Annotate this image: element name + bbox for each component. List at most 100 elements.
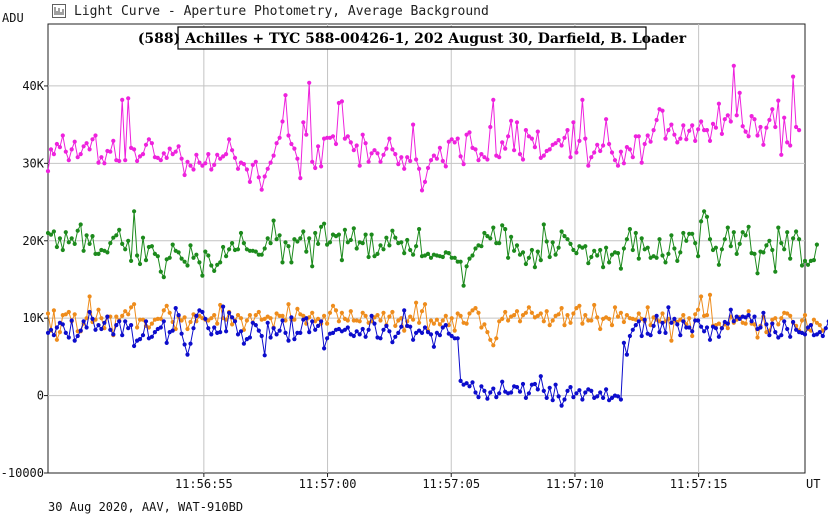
y-tick-label: 20K [22, 234, 44, 248]
data-point [137, 261, 143, 267]
data-point [488, 236, 493, 241]
data-point [690, 123, 695, 128]
series-3 [45, 292, 825, 348]
data-point [814, 332, 820, 337]
data-point [482, 388, 487, 393]
data-point [713, 245, 719, 250]
data-point [137, 337, 143, 342]
data-point [158, 325, 163, 330]
data-point [580, 97, 585, 102]
data-point [203, 316, 208, 321]
data-point [491, 343, 496, 348]
data-point [485, 396, 490, 401]
data-point [155, 155, 160, 160]
data-point [256, 252, 261, 257]
data-point [678, 136, 683, 141]
data-point [224, 152, 229, 157]
light-curve-icon[interactable] [52, 4, 66, 18]
data-point [675, 322, 680, 327]
data-point [526, 391, 532, 396]
data-point [642, 141, 647, 147]
data-point [366, 254, 371, 260]
data-point [651, 128, 656, 133]
data-point [206, 152, 211, 157]
data-point [636, 311, 641, 316]
data-point [218, 260, 223, 265]
data-point [244, 318, 249, 323]
data-point [743, 233, 748, 238]
data-point [393, 152, 398, 157]
data-point [550, 398, 555, 403]
data-point [758, 124, 763, 130]
data-point [704, 128, 710, 133]
data-point [443, 313, 448, 318]
data-point [669, 233, 674, 238]
data-point [277, 233, 282, 238]
data-point [84, 141, 89, 146]
data-point [179, 256, 184, 261]
data-point [770, 107, 775, 112]
data-point [126, 326, 131, 331]
data-point [541, 319, 546, 324]
data-point [75, 228, 80, 233]
data-point [684, 325, 689, 330]
data-point [580, 397, 585, 402]
data-point [467, 384, 472, 389]
data-point [158, 269, 163, 274]
data-point [645, 133, 650, 138]
x-axis-ticks: 11:56:55 11:57:00 11:57:05 11:57:10 11:57:15 [175, 473, 728, 491]
data-point [292, 317, 297, 322]
data-point [96, 160, 101, 165]
data-point [699, 324, 704, 329]
data-point [743, 129, 748, 134]
data-point [767, 238, 772, 243]
data-point [247, 335, 252, 340]
data-point [571, 120, 576, 125]
data-point [212, 162, 217, 167]
data-point [336, 319, 341, 324]
data-point [672, 316, 677, 321]
data-point [286, 244, 291, 249]
data-point [114, 314, 119, 319]
data-point [259, 252, 264, 257]
data-point [414, 244, 419, 249]
data-point [467, 256, 472, 261]
data-point [197, 313, 202, 318]
data-point [51, 333, 57, 338]
data-point [126, 96, 131, 101]
data-point [785, 326, 790, 332]
data-point [794, 229, 799, 234]
data-point [230, 322, 235, 327]
data-point [191, 326, 196, 331]
data-point [360, 310, 365, 315]
data-point [149, 141, 154, 146]
data-point [99, 155, 104, 160]
data-point [96, 307, 101, 312]
data-point [206, 326, 211, 331]
data-point [117, 227, 122, 232]
data-point [767, 117, 772, 123]
data-point [503, 227, 508, 232]
data-point [304, 249, 309, 254]
data-point [60, 322, 65, 327]
data-point [363, 334, 368, 339]
data-point [342, 327, 347, 332]
data-point [627, 333, 633, 339]
data-point [179, 156, 184, 161]
data-point [396, 162, 401, 167]
data-point [221, 244, 226, 250]
data-point [408, 247, 413, 253]
data-point [734, 113, 739, 118]
x-tick-label: 11:57:10 [546, 477, 604, 491]
data-point [310, 264, 315, 269]
data-point [470, 380, 475, 385]
data-point [580, 321, 585, 326]
data-point [93, 251, 98, 256]
data-point [69, 236, 74, 241]
data-point [740, 230, 745, 235]
data-point [805, 262, 811, 267]
data-point [54, 141, 60, 147]
data-point [375, 151, 380, 156]
data-point [203, 161, 208, 166]
data-point [241, 162, 246, 167]
